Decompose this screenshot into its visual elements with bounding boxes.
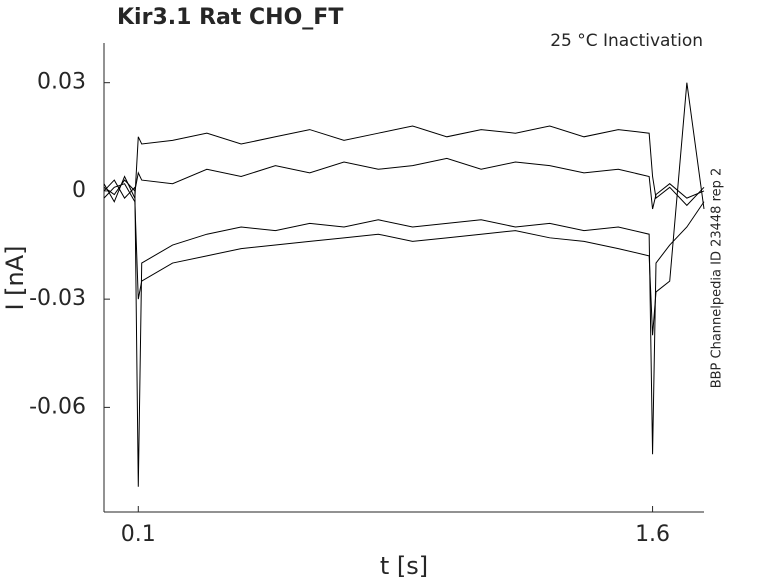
y-tick-label: -0.06: [29, 394, 86, 419]
trace: [103, 157, 705, 210]
chart-title: Kir3.1 Rat CHO_FT: [117, 5, 343, 30]
y-tick-label: 0.03: [37, 70, 86, 95]
trace: [103, 179, 705, 487]
y-axis-label: I [nA]: [1, 245, 29, 310]
x-tick-label: 1.6: [635, 522, 670, 547]
y-tick-label: 0: [72, 178, 86, 203]
y-tick-label: -0.03: [29, 286, 86, 311]
x-tick-label: 0.1: [121, 522, 156, 547]
annotation: 25 °C Inactivation: [550, 31, 703, 51]
trace: [103, 82, 705, 336]
trace: [103, 125, 705, 207]
x-axis-label: t [s]: [380, 552, 428, 580]
side-note: BBP Channelpedia ID 23448 rep 2: [710, 168, 725, 389]
